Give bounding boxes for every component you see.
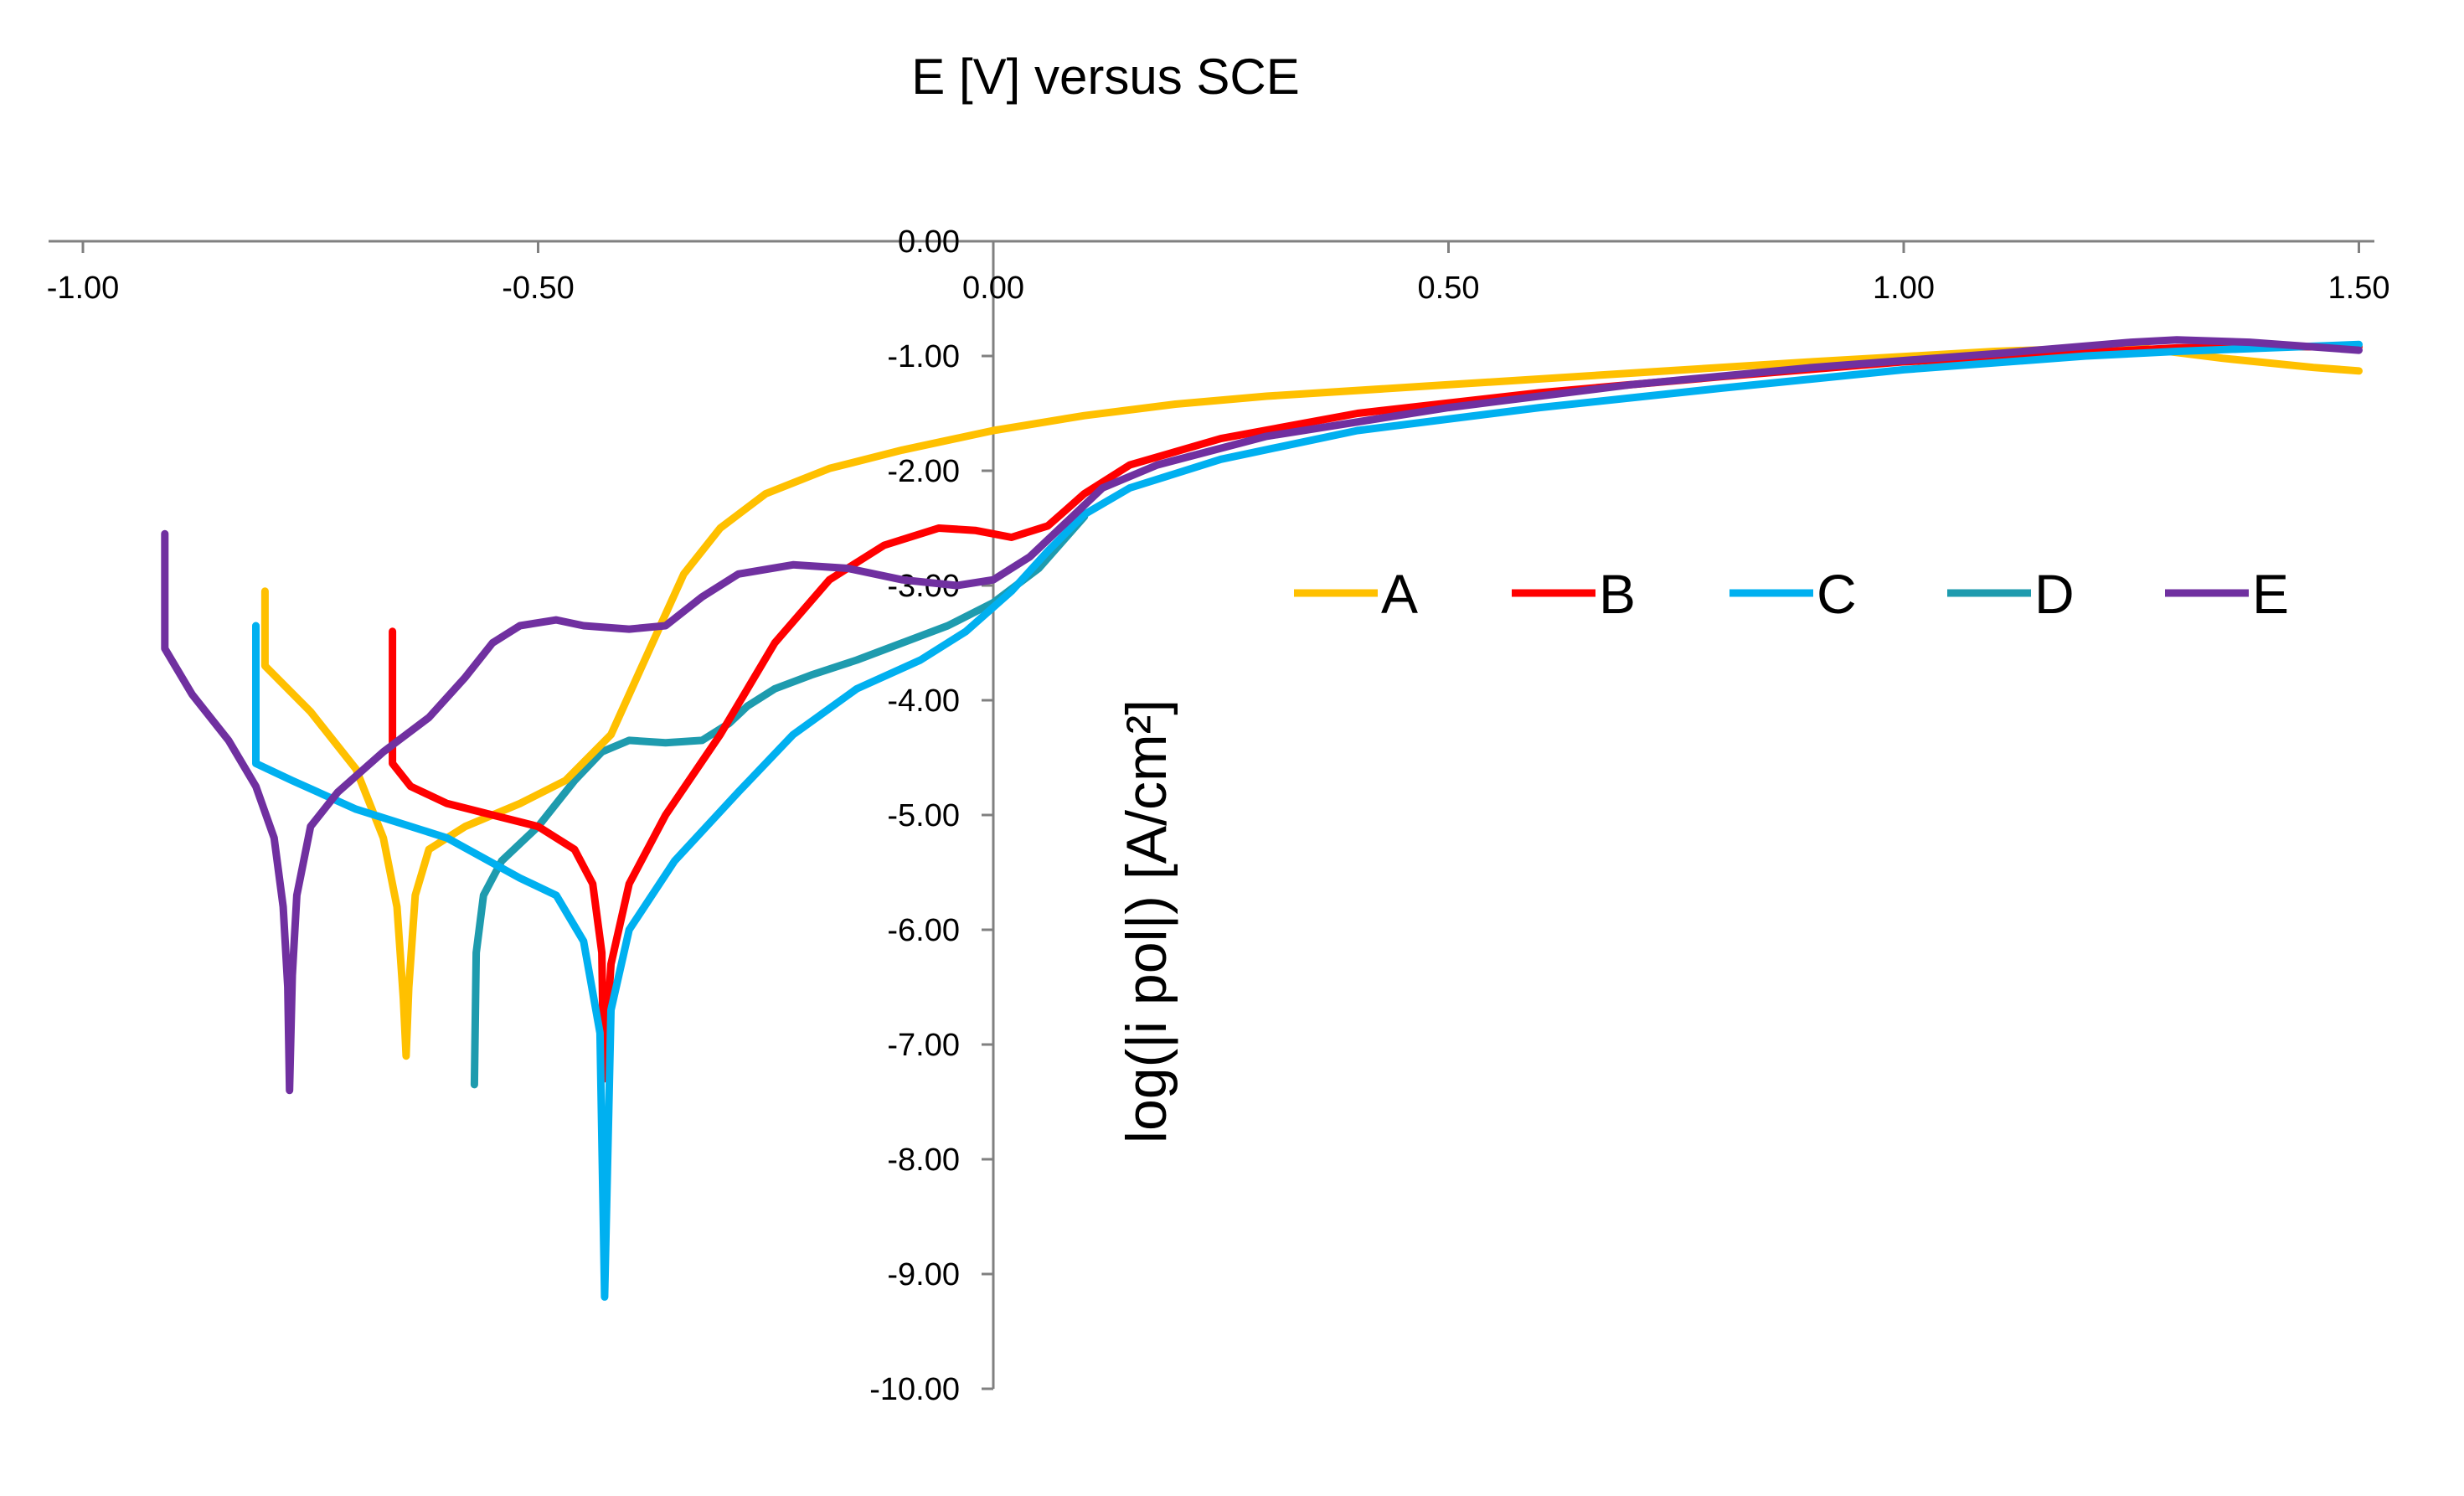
y-tick-label: -1.00 — [887, 339, 960, 374]
x-tick-label: 1.00 — [1873, 271, 1935, 306]
legend: A B C D E — [1294, 563, 2289, 625]
x-tick-label: 0.50 — [1418, 271, 1480, 306]
y-tick-label: -6.00 — [887, 913, 960, 948]
series-line-b — [389, 343, 2363, 1083]
y-tick-label: -10.00 — [869, 1372, 960, 1407]
y-tick-label: -9.00 — [887, 1257, 960, 1292]
x-tick-label: 0.00 — [962, 271, 1024, 306]
legend-label-c: C — [1817, 563, 1857, 625]
y-tick-label: -2.00 — [887, 454, 960, 489]
x-tick-label: -0.50 — [502, 271, 575, 306]
axes: -1.00 -0.50 0.00 0.50 1.00 1.500.00-1.00-2.00… — [47, 224, 2390, 1407]
series-line-e — [161, 336, 2363, 1095]
y-tick-label: -8.00 — [887, 1143, 960, 1178]
legend-label-b: B — [1599, 563, 1636, 625]
series-layer — [161, 336, 2363, 1301]
x-tick-label: 1.50 — [2328, 271, 2390, 306]
x-tick-label: -1.00 — [47, 271, 120, 306]
legend-label-d: D — [2034, 563, 2075, 625]
y-tick-label: -7.00 — [887, 1028, 960, 1063]
series-line-c — [252, 340, 2363, 1301]
y-tick-label: -4.00 — [887, 684, 960, 719]
legend-label-e: E — [2252, 563, 2289, 625]
y-axis-label: log(|i pol|) [A/cm²] — [1115, 699, 1178, 1143]
series-line-a — [260, 343, 2363, 1060]
y-tick-label: -5.00 — [887, 798, 960, 833]
series-line-d — [470, 513, 1089, 1089]
chart-title: E [V] versus SCE — [911, 49, 1299, 105]
y-tick-label: 0.00 — [898, 224, 960, 260]
legend-label-a: A — [1381, 563, 1418, 625]
